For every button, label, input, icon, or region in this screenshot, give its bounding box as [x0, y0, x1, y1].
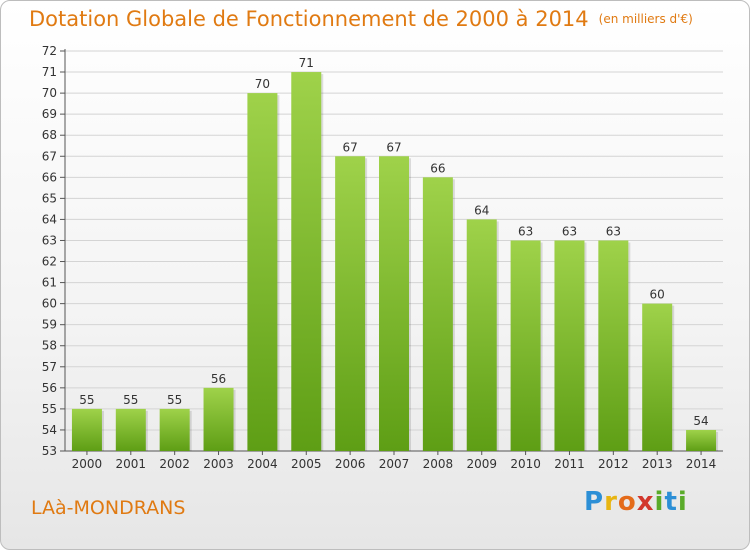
logo-letter: P	[584, 487, 605, 517]
bar	[379, 156, 409, 451]
x-tick-labels: 2000 2001 2002 2003 2004 2005 2006 2007 2008 2009…	[72, 451, 717, 471]
x-tick-label: 2002	[159, 457, 190, 471]
value-label: 70	[255, 77, 270, 91]
y-tick-label: 57	[42, 360, 57, 374]
x-tick-label: 2008	[423, 457, 454, 471]
value-label: 63	[606, 224, 621, 238]
bars	[71, 72, 719, 452]
value-label: 55	[123, 393, 138, 407]
x-tick-label: 2007	[379, 457, 410, 471]
x-tick-label: 2005	[291, 457, 322, 471]
y-tick-label: 63	[42, 233, 57, 247]
value-label: 67	[386, 140, 401, 154]
bar	[159, 408, 190, 451]
value-label: 55	[167, 393, 182, 407]
value-label: 64	[474, 203, 489, 217]
y-tick-label: 64	[42, 212, 57, 226]
chart-title: Dotation Globale de Fonctionnement de 20…	[29, 7, 693, 31]
y-tick-label: 55	[42, 402, 57, 416]
y-tick-label: 66	[42, 170, 57, 184]
chart-title-text: Dotation Globale de Fonctionnement de 20…	[29, 7, 589, 31]
town-name: LAà-MONDRANS	[31, 497, 186, 519]
value-label: 56	[211, 372, 226, 386]
logo-letter: t	[664, 487, 678, 517]
y-tick-label: 71	[42, 65, 57, 79]
x-tick-label: 2013	[642, 457, 673, 471]
y-tick-label: 53	[42, 444, 57, 458]
value-label: 55	[79, 393, 94, 407]
bar	[686, 429, 717, 451]
value-label: 54	[693, 414, 708, 428]
value-label: 60	[650, 288, 665, 302]
y-tick-label: 60	[42, 297, 57, 311]
y-tick-label: 72	[42, 44, 57, 58]
proxiti-logo: Proxiti	[584, 487, 688, 517]
bar	[247, 93, 278, 452]
x-tick-label: 2003	[203, 457, 234, 471]
value-labels: 55 55 55 56 70 71 67 67 66 64 63 63 63 60 54	[79, 56, 708, 428]
y-tick-label: 61	[42, 276, 57, 290]
y-tick-label: 56	[42, 381, 57, 395]
logo-letter: x	[636, 487, 655, 517]
y-tick-label: 58	[42, 339, 57, 353]
y-tick-label: 62	[42, 255, 57, 269]
y-tick-labels: 53 54 55 56 57 58 59 60 61 62 63 64 65 66 67 68 69 70 71 72	[42, 44, 57, 458]
bar	[71, 408, 102, 451]
y-tick-label: 67	[42, 149, 57, 163]
x-tick-label: 2012	[598, 457, 629, 471]
bar	[335, 156, 366, 451]
bar	[642, 303, 673, 451]
chart-unit: (en milliers d'€)	[598, 12, 693, 26]
y-tick-label: 59	[42, 318, 57, 332]
bar	[554, 240, 585, 451]
value-label: 66	[430, 161, 445, 175]
logo-letter: i	[654, 487, 665, 517]
x-tick-label: 2009	[466, 457, 497, 471]
y-tick-label: 68	[42, 128, 57, 142]
value-label: 71	[299, 56, 314, 70]
value-label: 67	[342, 140, 357, 154]
logo-letter: o	[617, 487, 637, 517]
x-tick-label: 2010	[510, 457, 541, 471]
value-label: 63	[562, 224, 577, 238]
y-tick-label: 70	[42, 86, 57, 100]
x-tick-label: 2014	[686, 457, 717, 471]
y-tick-label: 65	[42, 191, 57, 205]
bar	[115, 408, 146, 451]
x-tick-label: 2011	[554, 457, 585, 471]
x-tick-label: 2001	[116, 457, 147, 471]
logo-letter: i	[677, 487, 688, 517]
bar	[203, 387, 234, 451]
x-tick-label: 2000	[72, 457, 103, 471]
x-tick-label: 2006	[335, 457, 366, 471]
bar	[466, 219, 497, 451]
y-tick-label: 69	[42, 107, 57, 121]
y-tick-label: 54	[42, 423, 57, 437]
bar	[422, 177, 453, 451]
x-tick-label: 2004	[247, 457, 278, 471]
bar	[291, 72, 322, 451]
bar	[598, 240, 629, 451]
bar	[510, 240, 541, 451]
value-label: 63	[518, 224, 533, 238]
logo-letter: r	[604, 487, 618, 517]
